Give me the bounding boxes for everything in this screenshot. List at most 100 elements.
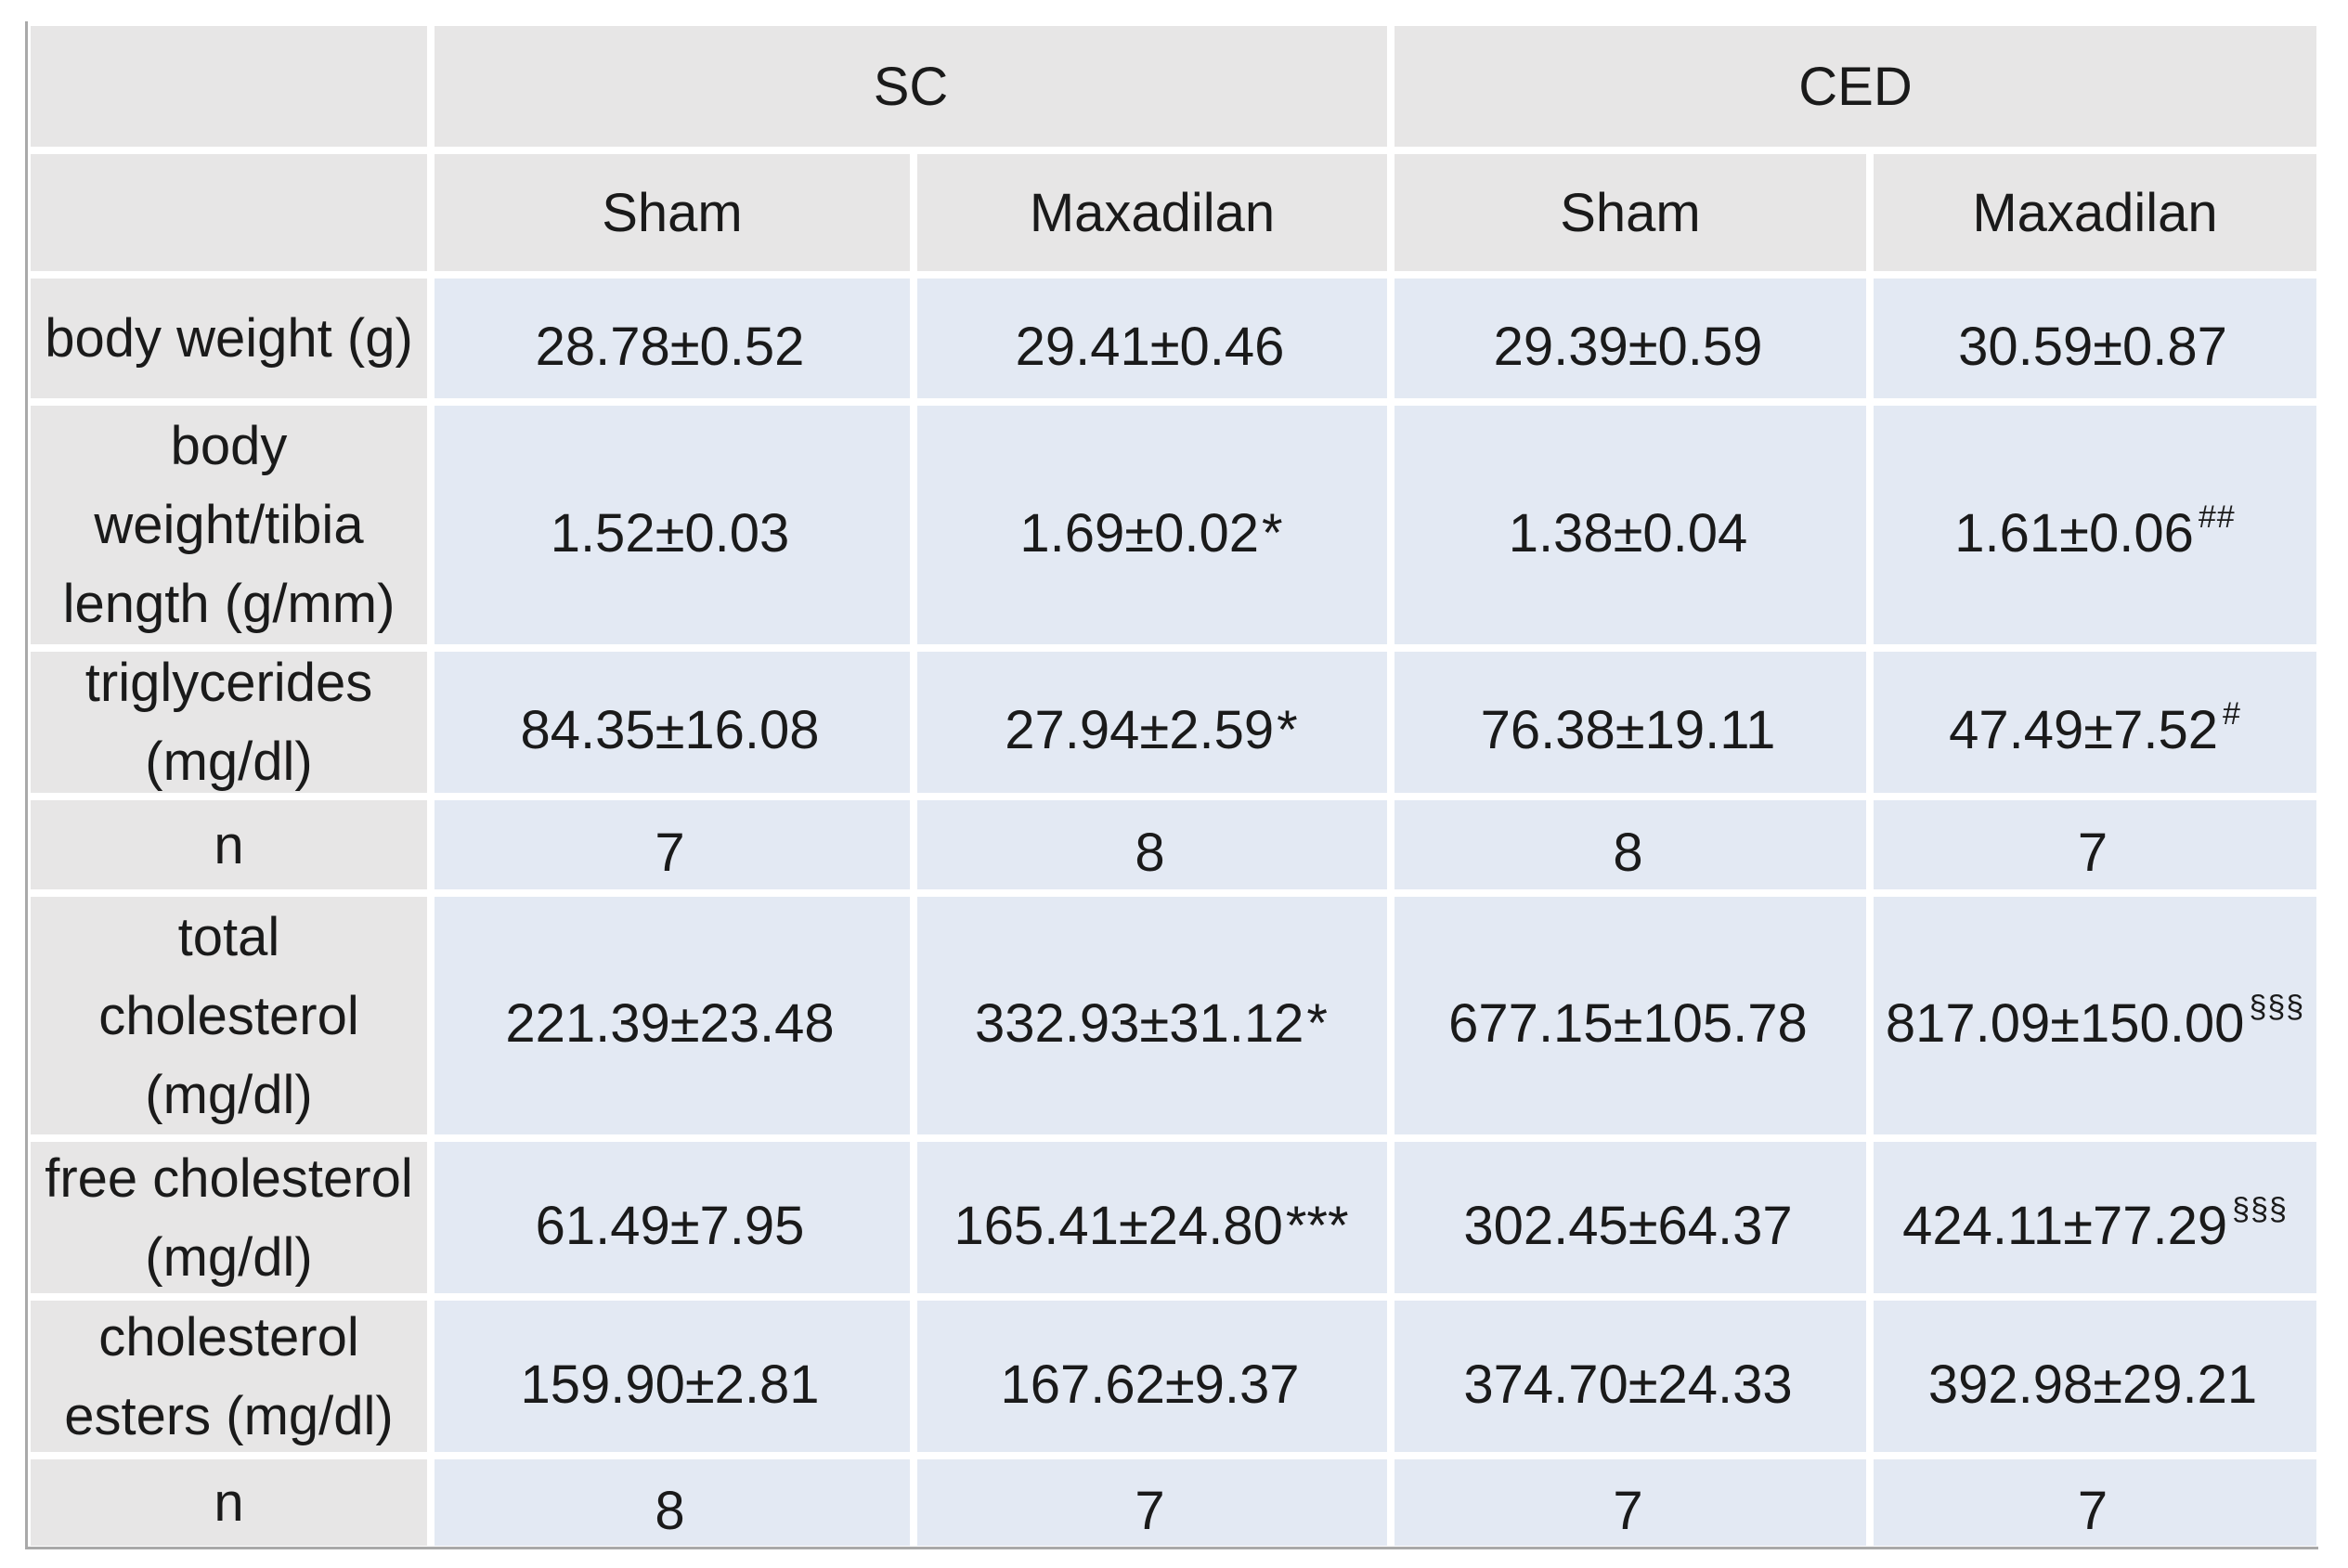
cell-value: 7	[2078, 797, 2112, 892]
row-header-triglycerides: triglycerides (mg/dl)	[31, 652, 427, 793]
group-header-sc: SC	[435, 26, 1387, 147]
cell-text: 29.41±0.46	[1015, 316, 1285, 377]
cell-text: 7	[1613, 1480, 1643, 1541]
row-header-label: body weight/tibia length (g/mm)	[62, 416, 396, 634]
data-cell: 30.59±0.87	[1874, 279, 2316, 398]
data-cell: 47.49±7.52 #	[1874, 652, 2316, 793]
cell-text: 30.59±0.87	[1958, 316, 2227, 377]
row-header-label: n	[214, 1472, 244, 1533]
cell-value: 424.11±77.29 §§§	[1902, 1171, 2288, 1265]
column-header-ced-maxadilan: Maxadilan	[1874, 154, 2316, 271]
data-cell: 1.38±0.04	[1395, 406, 1866, 644]
data-cell: 29.39±0.59	[1395, 279, 1866, 398]
cell-text: 332.93±31.12	[975, 993, 1304, 1054]
table-left-border	[25, 21, 28, 1549]
cell-value: 677.15±105.78	[1448, 968, 1812, 1063]
cell-marker-sup: §§§	[2249, 990, 2305, 1025]
cell-value: 29.39±0.59	[1494, 292, 1768, 386]
results-table: SC CED Sham Maxadilan Sham Maxadilan bod…	[31, 26, 2316, 1546]
cell-marker-sup: §§§	[2232, 1191, 2288, 1227]
cell-value: 47.49±7.52 #	[1949, 675, 2241, 770]
cell-text: 374.70±24.33	[1463, 1354, 1793, 1415]
group-header-ced-label: CED	[1798, 56, 1913, 117]
data-cell: 302.45±64.37	[1395, 1142, 1866, 1293]
row-header-total-cholesterol: total cholesterol (mg/dl)	[31, 897, 427, 1134]
cell-value: 817.09±150.00 §§§	[1886, 968, 2304, 1063]
row-header-n-2: n	[31, 1459, 427, 1546]
row-header-n-1: n	[31, 800, 427, 889]
data-cell: 7	[435, 800, 910, 889]
cell-value: 29.41±0.46	[1016, 292, 1290, 386]
cell-value: 221.39±23.48	[505, 968, 838, 1063]
cell-text: 167.62±9.37	[1000, 1354, 1300, 1415]
cell-value: 374.70±24.33	[1463, 1329, 1797, 1424]
cell-marker-inline: *	[1262, 502, 1283, 564]
data-cell: 167.62±9.37	[917, 1301, 1387, 1452]
cell-text: 84.35±16.08	[520, 700, 820, 760]
cell-value: 7	[655, 797, 689, 892]
cell-value: 1.38±0.04	[1509, 478, 1753, 573]
cell-text: 29.39±0.59	[1493, 316, 1763, 377]
data-cell: 159.90±2.81	[435, 1301, 910, 1452]
data-cell: 1.61±0.06 ##	[1874, 406, 2316, 644]
row-header-body-weight-tibia: body weight/tibia length (g/mm)	[31, 406, 427, 644]
corner-cell	[31, 26, 427, 147]
column-header-label: Sham	[1560, 182, 1701, 243]
row-header-label: triglycerides (mg/dl)	[84, 653, 373, 792]
cell-value: 61.49±7.95	[536, 1171, 810, 1265]
data-cell: 817.09±150.00 §§§	[1874, 897, 2316, 1134]
column-header-ced-sham: Sham	[1395, 154, 1866, 271]
data-cell: 392.98±29.21	[1874, 1301, 2316, 1452]
cell-marker-sup: #	[2222, 696, 2241, 732]
cell-marker-inline: *	[1277, 700, 1298, 760]
cell-text: 61.49±7.95	[535, 1195, 805, 1256]
cell-text: 47.49±7.52	[1949, 700, 2218, 760]
data-cell: 61.49±7.95	[435, 1142, 910, 1293]
row-header-cholesterol-esters: cholesterol esters (mg/dl)	[31, 1301, 427, 1452]
row-header-label: total cholesterol (mg/dl)	[98, 906, 359, 1125]
cell-text: 7	[2077, 823, 2108, 883]
cell-value: 302.45±64.37	[1463, 1171, 1797, 1265]
data-cell: 27.94±2.59*	[917, 652, 1387, 793]
cell-text: 7	[655, 823, 685, 883]
data-cell: 1.52±0.03	[435, 406, 910, 644]
cell-value: 8	[655, 1456, 689, 1550]
cell-value: 8	[1135, 797, 1169, 892]
data-cell: 7	[917, 1459, 1387, 1546]
cell-text: 165.41±24.80	[953, 1195, 1283, 1256]
row-header-label: free cholesterol (mg/dl)	[45, 1147, 413, 1288]
cell-text: 1.52±0.03	[550, 502, 790, 564]
cell-value: 332.93±31.12*	[975, 968, 1330, 1063]
data-cell: 424.11±77.29 §§§	[1874, 1142, 2316, 1293]
cell-text: 221.39±23.48	[505, 993, 835, 1054]
data-cell: 374.70±24.33	[1395, 1301, 1866, 1452]
data-cell: 677.15±105.78	[1395, 897, 1866, 1134]
cell-value: 28.78±0.52	[536, 292, 810, 386]
data-cell: 8	[917, 800, 1387, 889]
column-header-label: Maxadilan	[1029, 182, 1276, 243]
cell-text: 677.15±105.78	[1448, 993, 1808, 1054]
data-cell: 221.39±23.48	[435, 897, 910, 1134]
data-cell: 165.41±24.80***	[917, 1142, 1387, 1293]
data-cell: 8	[435, 1459, 910, 1546]
group-header-sc-label: SC	[873, 56, 949, 117]
data-cell: 7	[1874, 1459, 2316, 1546]
cell-value: 165.41±24.80***	[953, 1171, 1350, 1265]
column-header-sc-maxadilan: Maxadilan	[917, 154, 1387, 271]
data-cell: 28.78±0.52	[435, 279, 910, 398]
row-header-body-weight: body weight (g)	[31, 279, 427, 398]
cell-marker-inline: ***	[1285, 1195, 1349, 1256]
data-cell: 8	[1395, 800, 1866, 889]
cell-text: 817.09±150.00	[1885, 993, 2245, 1054]
data-cell: 7	[1874, 800, 2316, 889]
table-bottom-border	[25, 1547, 2318, 1549]
column-header-label: Sham	[602, 182, 743, 243]
cell-value: 8	[1613, 797, 1647, 892]
cell-text: 8	[655, 1480, 685, 1541]
cell-text: 27.94±2.59	[1005, 700, 1275, 760]
data-cell: 29.41±0.46	[917, 279, 1387, 398]
column-header-label: Maxadilan	[1972, 182, 2218, 243]
cell-text: 28.78±0.52	[535, 316, 805, 377]
cell-value: 7	[1135, 1456, 1169, 1550]
